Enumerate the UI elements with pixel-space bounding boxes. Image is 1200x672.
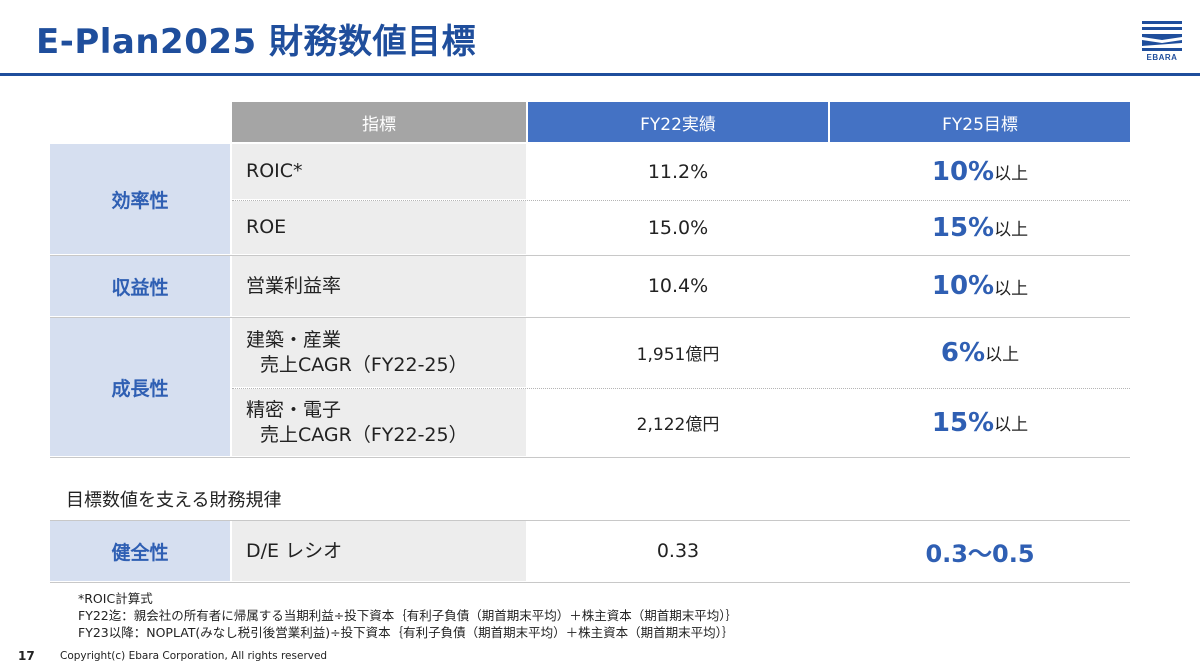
- target-building-industrial-suffix: 以上: [985, 345, 1020, 365]
- actual-roe: 15.0%: [647, 216, 709, 239]
- section-divider: [50, 255, 1130, 256]
- category-soundness: 健全性: [50, 521, 230, 581]
- category-growth: 成長性: [50, 318, 230, 456]
- target-roic: 10% 以上: [830, 144, 1130, 199]
- metric-precision-electronics-line1: 精密・電子: [246, 398, 342, 421]
- target-de-ratio: 0.3～0.5: [830, 521, 1130, 581]
- target-de-ratio-value: 0.3～0.5: [925, 539, 1035, 568]
- title-divider: [0, 73, 1200, 76]
- metric-roe: ROE: [232, 201, 526, 254]
- category-efficiency: 効率性: [50, 144, 230, 254]
- metric-building-industrial: 建築・産業 売上CAGR（FY22-25）: [232, 318, 526, 387]
- actual-de-ratio: 0.33: [656, 540, 700, 562]
- footnote-roic-title: *ROIC計算式: [78, 591, 153, 606]
- target-precision-electronics-value: 15%: [931, 407, 995, 438]
- metric-operating-margin: 営業利益率: [232, 256, 526, 316]
- section-divider: [50, 317, 1130, 318]
- metric-precision-electronics: 精密・電子 売上CAGR（FY22-25）: [232, 389, 526, 456]
- target-roe-suffix: 以上: [994, 220, 1029, 240]
- copyright: Copyright(c) Ebara Corporation, All righ…: [60, 650, 328, 662]
- target-operating-margin-suffix: 以上: [994, 278, 1029, 299]
- header-fy22-actual: FY22実績: [528, 102, 828, 142]
- discipline-top-border: [50, 520, 1130, 521]
- page-number: 17: [18, 649, 35, 663]
- target-precision-electronics-suffix: 以上: [994, 415, 1029, 435]
- row-divider: [232, 388, 1130, 389]
- target-building-industrial: 6% 以上: [830, 318, 1130, 387]
- actual-roic: 11.2%: [647, 160, 709, 183]
- target-roe: 15% 以上: [830, 201, 1130, 254]
- actual-operating-margin: 10.4%: [647, 275, 709, 297]
- footnote-roic-fy23: FY23以降：NOPLAT(みなし税引後営業利益)÷投下資本｛有利子負債（期首期…: [78, 625, 735, 640]
- metric-precision-electronics-line2: 売上CAGR（FY22-25）: [260, 423, 468, 446]
- target-building-industrial-value: 6%: [940, 337, 986, 368]
- header-metric: 指標: [232, 102, 526, 142]
- target-operating-margin: 10% 以上: [830, 256, 1130, 316]
- target-precision-electronics: 15% 以上: [830, 389, 1130, 456]
- table-bottom-border: [50, 457, 1130, 458]
- header-fy25-target: FY25目標: [830, 102, 1130, 142]
- target-roe-value: 15%: [931, 212, 995, 243]
- actual-building-industrial: 1,951億円: [636, 345, 720, 365]
- ebara-logo-icon: [1142, 21, 1182, 51]
- discipline-bottom-border: [50, 582, 1130, 583]
- discipline-heading: 目標数値を支える財務規律: [66, 490, 282, 511]
- target-roic-value: 10%: [931, 156, 995, 187]
- metric-building-industrial-line1: 建築・産業: [246, 328, 342, 351]
- metric-de-ratio: D/E レシオ: [232, 521, 526, 581]
- metric-roic: ROIC*: [232, 144, 526, 199]
- target-operating-margin-value: 10%: [931, 271, 995, 301]
- metric-building-industrial-line2: 売上CAGR（FY22-25）: [260, 353, 468, 376]
- actual-precision-electronics: 2,122億円: [636, 415, 720, 435]
- footnote-roic-fy22: FY22迄：親会社の所有者に帰属する当期利益÷投下資本｛有利子負債（期首期末平均…: [78, 608, 738, 623]
- logo-text: EBARA: [1146, 53, 1178, 62]
- target-roic-suffix: 以上: [994, 164, 1029, 184]
- row-divider: [232, 200, 1130, 201]
- page-title: E-Plan2025 財務数値目標: [36, 22, 477, 62]
- category-profitability: 収益性: [50, 256, 230, 316]
